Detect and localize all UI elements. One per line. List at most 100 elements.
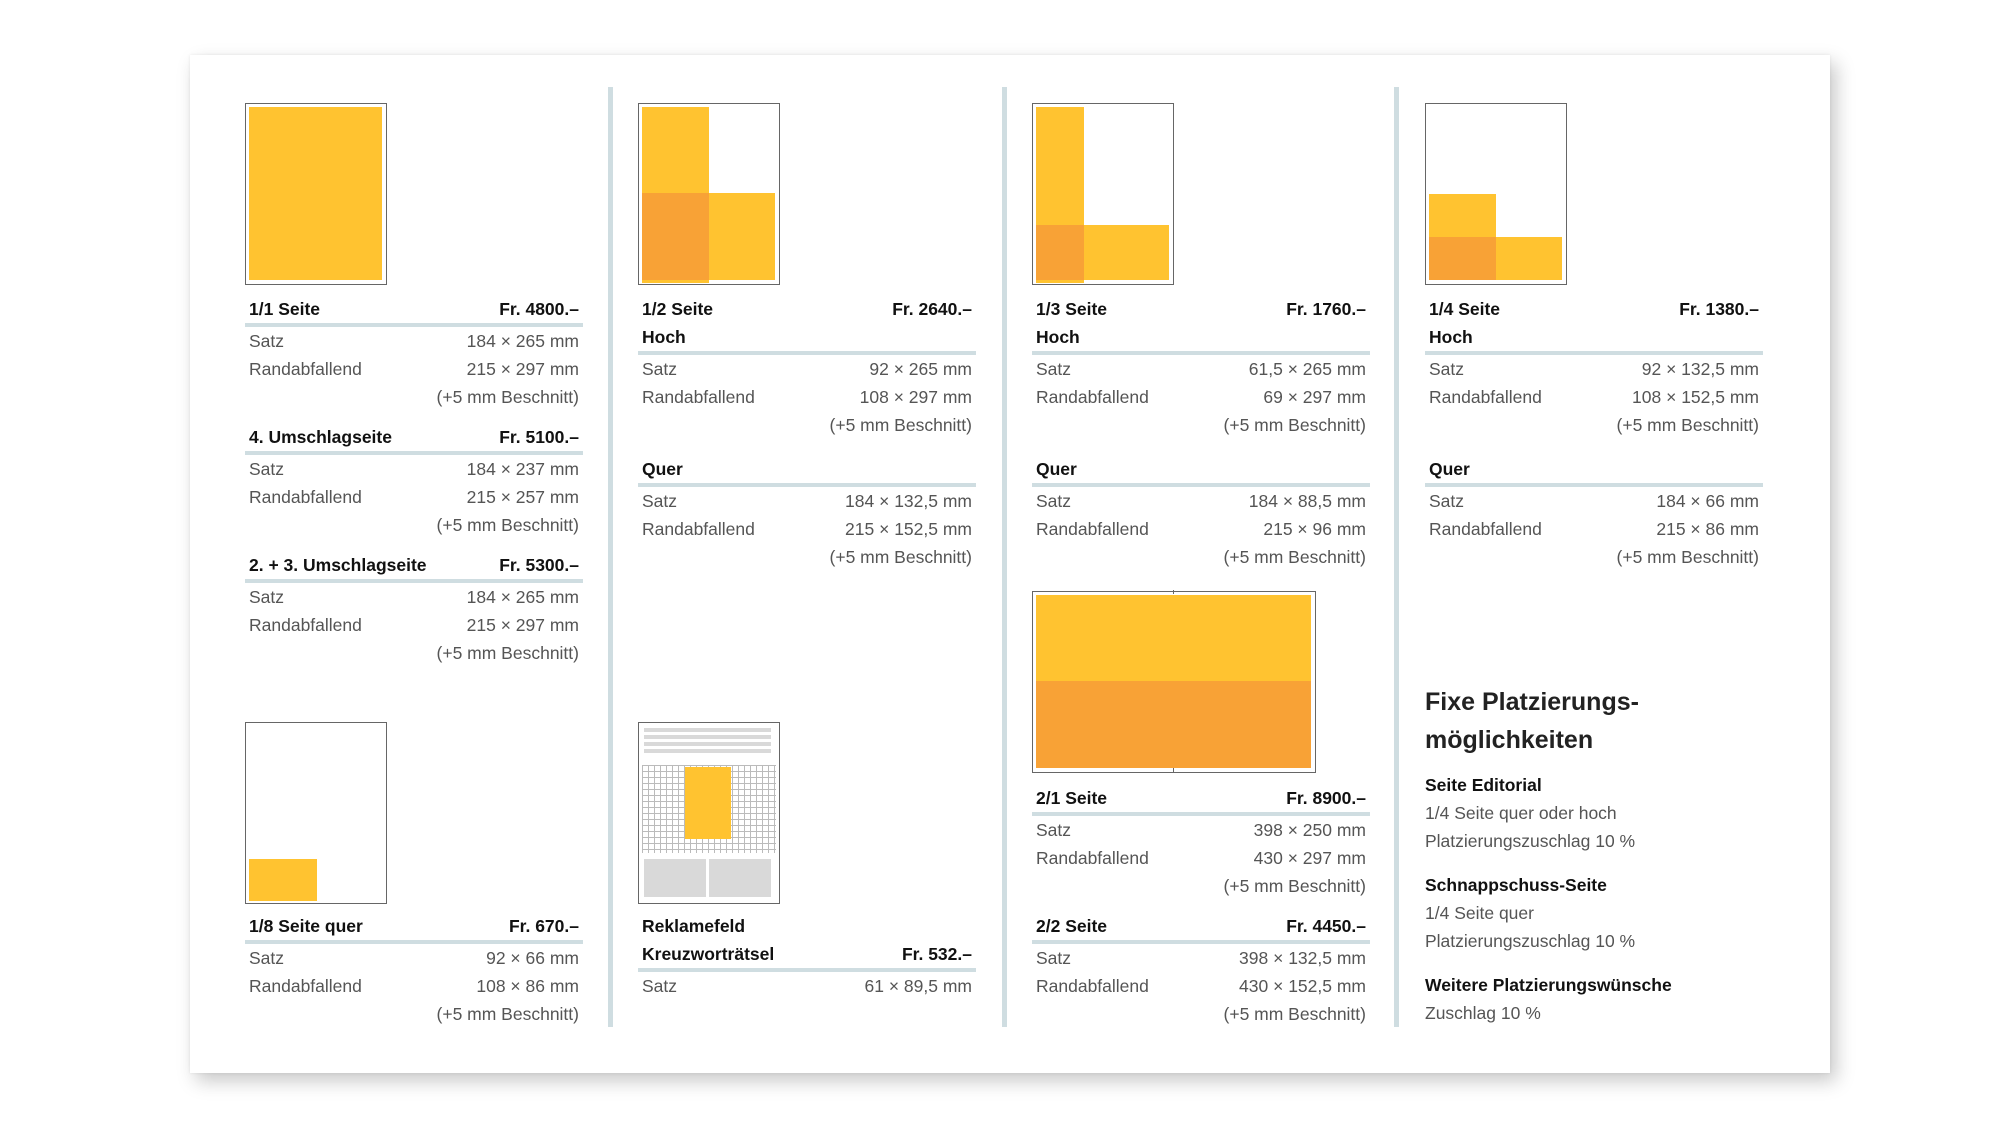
spec-row: Satz 184 × 265 mm	[249, 331, 579, 351]
spec-note: (+5 mm Beschnitt)	[1223, 1004, 1366, 1024]
rate-card-sheet: 1/1 Seite Fr. 4800.– Satz 184 × 265 mm Ra…	[190, 55, 1830, 1073]
section-header: 2. + 3. Umschlagseite Fr. 5300.–	[245, 551, 583, 583]
ad-area	[249, 859, 317, 901]
spec-note: (+5 mm Beschnitt)	[436, 387, 579, 407]
spec-row: Satz 61 × 89,5 mm	[642, 976, 972, 996]
spread-thumbnail	[1032, 590, 1316, 773]
spec-row: Randabfallend 108 × 152,5 mm	[1429, 387, 1759, 407]
ad-area-overlap	[1036, 225, 1084, 280]
spec-row: Satz 92 × 132,5 mm	[1429, 359, 1759, 379]
ad-area-upper	[1036, 595, 1311, 681]
section-header: 1/1 Seite Fr. 4800.–	[245, 295, 583, 327]
spec-note: (+5 mm Beschnitt)	[436, 643, 579, 663]
price: Fr. 1380.–	[1679, 299, 1759, 319]
price: Fr. 5100.–	[499, 427, 579, 447]
placement-detail: 1/4 Seite quer oder hoch	[1425, 803, 1617, 823]
section-header: 2/2 Seite Fr. 4450.–	[1032, 912, 1370, 944]
spec-row: Satz 184 × 132,5 mm	[642, 491, 972, 511]
spec-note: (+5 mm Beschnitt)	[1616, 415, 1759, 435]
ad-area	[685, 767, 731, 839]
ad-area	[249, 107, 382, 280]
spec-note: (+5 mm Beschnitt)	[1223, 876, 1366, 896]
section-header: Kreuzworträtsel Fr. 532.–	[638, 940, 976, 972]
spec-row: Randabfallend 215 × 152,5 mm	[642, 519, 972, 539]
spec-row: Randabfallend 215 × 96 mm	[1036, 519, 1366, 539]
spec-row: Satz 184 × 88,5 mm	[1036, 491, 1366, 511]
section-header: 1/4 Seite Fr. 1380.–	[1425, 295, 1763, 323]
placement-title: Weitere Platzierungswünsche	[1425, 975, 1672, 995]
section-header: 4. Umschlagseite Fr. 5100.–	[245, 423, 583, 455]
column-divider	[608, 87, 613, 1027]
section-title: 2/2 Seite	[1036, 916, 1108, 936]
placement-title: Seite Editorial	[1425, 775, 1542, 795]
section-crossword: Reklamefeld Kreuzworträtsel Fr. 532.– Sa…	[638, 912, 976, 1000]
section-header: 2/1 Seite Fr. 8900.–	[1032, 784, 1370, 816]
section-inside-covers: 2. + 3. Umschlagseite Fr. 5300.– Satz 184…	[245, 551, 583, 667]
subheader: Hoch	[1425, 323, 1763, 355]
price: Fr. 4800.–	[499, 299, 579, 319]
price: Fr. 1760.–	[1286, 299, 1366, 319]
section-title: 1/2 Seite	[642, 299, 714, 319]
price: Fr. 670.–	[508, 916, 579, 936]
spec-row: Randabfallend 108 × 86 mm	[249, 976, 579, 996]
placement-detail: Platzierungszuschlag 10 %	[1425, 931, 1636, 951]
third-page-thumbnail	[1032, 103, 1174, 285]
spec-row: Satz 398 × 250 mm	[1036, 820, 1366, 840]
spec-row: Randabfallend 108 × 297 mm	[642, 387, 972, 407]
placement-option: Seite Editorial 1/4 Seite quer oder hoch…	[1425, 771, 1785, 855]
spec-row: Randabfallend 215 × 297 mm	[249, 615, 579, 635]
spec-note: (+5 mm Beschnitt)	[436, 515, 579, 535]
placement-title: Schnappschuss-Seite	[1425, 875, 1607, 895]
spec-row: Satz 61,5 × 265 mm	[1036, 359, 1366, 379]
spec-note: (+5 mm Beschnitt)	[436, 1004, 579, 1024]
price: Fr. 5300.–	[499, 555, 579, 575]
price: Fr. 2640.–	[892, 299, 972, 319]
section-back-cover: 4. Umschlagseite Fr. 5100.– Satz 184 × 23…	[245, 423, 583, 539]
section-half-page: 1/2 Seite Fr. 2640.– Hoch Satz 92 × 265 m…	[638, 295, 976, 571]
spec-row: Satz 184 × 265 mm	[249, 587, 579, 607]
subheader: Hoch	[638, 323, 976, 355]
subheader: Quer	[1032, 455, 1370, 487]
placement-detail: Platzierungszuschlag 10 %	[1425, 831, 1636, 851]
subheader: Hoch	[1032, 323, 1370, 355]
section-header: 1/2 Seite Fr. 2640.–	[638, 295, 976, 323]
price: Fr. 532.–	[901, 944, 972, 964]
price: Fr. 8900.–	[1286, 788, 1366, 808]
subheader: Quer	[638, 455, 976, 487]
section-header: 1/8 Seite quer Fr. 670.–	[245, 912, 583, 944]
section-double-page: 2/1 Seite Fr. 8900.– Satz 398 × 250 mm Ra…	[1032, 784, 1370, 900]
placement-detail: Zuschlag 10 %	[1425, 1003, 1541, 1023]
section-third-page: 1/3 Seite Fr. 1760.– Hoch Satz 61,5 × 265…	[1032, 295, 1370, 571]
full-page-thumbnail	[245, 103, 387, 285]
spec-row: Satz 92 × 265 mm	[642, 359, 972, 379]
section-title: 1/3 Seite	[1036, 299, 1108, 319]
spec-note: (+5 mm Beschnitt)	[1223, 415, 1366, 435]
section-title: Kreuzworträtsel	[642, 944, 775, 964]
fixed-placement-heading: Fixe Platzierungs- möglichkeiten	[1425, 688, 1639, 754]
ad-area-lower	[1036, 681, 1311, 768]
placement-option: Schnappschuss-Seite 1/4 Seite quer Platz…	[1425, 871, 1785, 955]
section-half-spread: 2/2 Seite Fr. 4450.– Satz 398 × 132,5 mm …	[1032, 912, 1370, 1028]
section-title: 4. Umschlagseite	[249, 427, 392, 447]
spec-row: Randabfallend 215 × 257 mm	[249, 487, 579, 507]
spec-row: Randabfallend 215 × 297 mm	[249, 359, 579, 379]
section-title: 1/4 Seite	[1429, 299, 1501, 319]
ad-area-overlap	[642, 193, 709, 280]
column-divider	[1394, 87, 1399, 1027]
section-title: 2. + 3. Umschlagseite	[249, 555, 427, 575]
spec-row: Randabfallend 430 × 152,5 mm	[1036, 976, 1366, 996]
section-header: Reklamefeld	[638, 912, 976, 940]
column-divider	[1002, 87, 1007, 1027]
section-eighth-page: 1/8 Seite quer Fr. 670.– Satz 92 × 66 mm …	[245, 912, 583, 1028]
spec-note: (+5 mm Beschnitt)	[1223, 547, 1366, 567]
spec-row: Satz 398 × 132,5 mm	[1036, 948, 1366, 968]
placement-option: Weitere Platzierungswünsche Zuschlag 10 …	[1425, 971, 1785, 1027]
ad-area-overlap	[1429, 237, 1496, 280]
subheader: Quer	[1425, 455, 1763, 487]
spec-row: Satz 184 × 66 mm	[1429, 491, 1759, 511]
eighth-page-thumbnail	[245, 722, 387, 904]
spec-note: (+5 mm Beschnitt)	[1616, 547, 1759, 567]
spec-row: Randabfallend 215 × 86 mm	[1429, 519, 1759, 539]
section-quarter-page: 1/4 Seite Fr. 1380.– Hoch Satz 92 × 132,5…	[1425, 295, 1763, 571]
section-title: 1/8 Seite quer	[249, 916, 363, 936]
